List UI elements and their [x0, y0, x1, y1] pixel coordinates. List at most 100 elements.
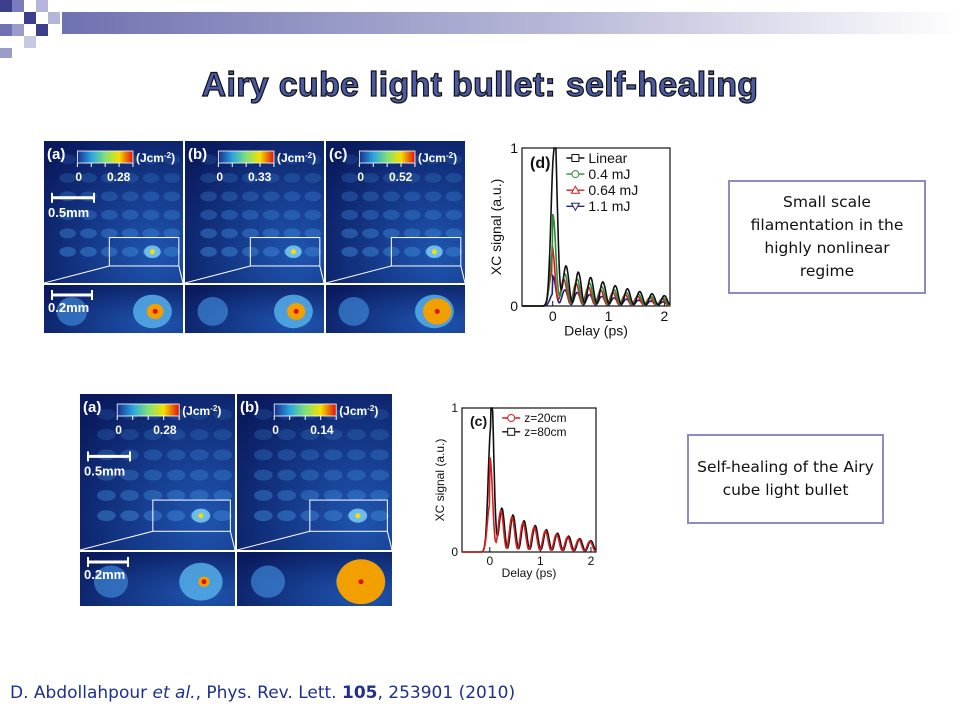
citation-etal: et al. — [152, 683, 196, 703]
legend-label: 0.64 mJ — [588, 182, 638, 198]
intensity-lobe — [59, 154, 76, 165]
scale-bar-main-label: 0.5mm — [48, 205, 89, 220]
intensity-image — [326, 141, 465, 283]
intensity-lobe — [341, 154, 358, 165]
intensity-lobe — [100, 228, 118, 239]
intensity-lobe — [323, 489, 343, 501]
intensity-lobe — [341, 246, 358, 257]
intensity-lobe — [163, 246, 181, 257]
colorbar-max: 0.14 — [310, 423, 334, 437]
panel-label: (c) — [329, 146, 347, 163]
intensity-image — [185, 141, 324, 283]
intensity-lobe — [142, 172, 160, 183]
zoom-peak — [358, 579, 364, 585]
zoom-lobe — [197, 297, 229, 326]
deco-square — [48, 12, 60, 24]
intensity-lobe — [300, 449, 320, 461]
x-axis-label: Delay (ps) — [502, 566, 557, 580]
colorbar-max: 0.28 — [153, 423, 177, 437]
intensity-lobe — [445, 154, 463, 165]
intensity-lobe — [200, 246, 217, 257]
intensity-lobe — [213, 408, 232, 420]
intensity-lobe — [323, 510, 343, 522]
panel-label: (a) — [47, 146, 65, 163]
zoom-box — [152, 499, 231, 532]
intensity-lobe — [200, 209, 217, 220]
intensity-lobe — [304, 172, 322, 183]
zoom-lobe — [56, 297, 88, 326]
intensity-lobe — [403, 191, 421, 202]
intensity-lobe — [304, 191, 322, 202]
intensity-lobe — [254, 449, 273, 461]
intensity-lobe — [277, 510, 296, 522]
intensity-lobe — [143, 449, 163, 461]
intensity-lobe — [254, 429, 273, 441]
colorbar-unit-close: ) — [171, 151, 175, 165]
chart-panel-label: (c) — [470, 413, 487, 429]
intensity-lobe — [424, 191, 442, 202]
intensity-lobe — [121, 191, 139, 202]
intensity-lobe — [166, 469, 186, 481]
intensity-lobe — [382, 172, 400, 183]
intensity-lobe — [80, 209, 97, 220]
zoom-line — [325, 265, 392, 284]
x-axis-label: Delay (ps) — [564, 322, 628, 338]
intensity-lobe — [59, 246, 76, 257]
intensity-lobe — [190, 429, 209, 441]
intensity-lobe — [277, 469, 296, 481]
intensity-lobe — [262, 246, 280, 257]
zoom-box — [108, 237, 180, 267]
intensity-lobe — [163, 172, 181, 183]
series-line — [462, 457, 597, 553]
zoom-line — [44, 265, 110, 284]
intensity-lobe — [304, 246, 322, 257]
intensity-lobe — [323, 429, 343, 441]
intensity-lobe — [304, 209, 322, 220]
legend-marker — [571, 170, 580, 179]
intensity-lobe — [445, 191, 463, 202]
legend-label: z=20cm — [524, 411, 566, 425]
intensity-lobe — [283, 228, 301, 239]
slide-title: Airy cube light bullet: self-healing — [201, 65, 759, 104]
zoom-line — [178, 265, 184, 284]
intensity-lobe — [277, 449, 296, 461]
colorbar — [358, 150, 416, 164]
x-tick-label: 1 — [605, 308, 613, 324]
zoom-box — [390, 237, 462, 267]
note-box-self-healing: Self-healing of the Airy cube light bull… — [687, 434, 884, 524]
intensity-lobe — [142, 154, 160, 165]
intensity-lobe — [370, 429, 389, 441]
intensity-lobe — [120, 469, 139, 481]
intensity-lobe — [277, 429, 296, 441]
intensity-lobe — [424, 209, 442, 220]
intensity-lobe — [163, 154, 181, 165]
deco-square — [24, 12, 36, 24]
intensity-lobe — [59, 172, 76, 183]
intensity-lobe — [200, 228, 217, 239]
intensity-lobe — [283, 172, 301, 183]
intensity-lobe — [221, 209, 238, 220]
intensity-lobe — [213, 449, 232, 461]
intensity-lobe — [120, 510, 139, 522]
zoom-peak — [434, 308, 440, 314]
intensity-lobe — [347, 489, 366, 501]
legend-marker — [507, 414, 516, 422]
legend-label: Linear — [588, 150, 627, 166]
intensity-lobe — [445, 172, 463, 183]
colorbar-unit-exponent: -2 — [446, 151, 454, 160]
series-line — [522, 147, 671, 307]
zoom-lobe — [338, 297, 370, 326]
note-text-self-healing: Self-healing of the Airy cube light bull… — [697, 458, 874, 499]
intensity-lobe — [254, 510, 273, 522]
scale-bar-zoom-label: 0.2mm — [48, 300, 89, 315]
zoom-box — [309, 499, 388, 532]
colorbar-unit-close: ) — [453, 151, 457, 165]
note-box-filamentation: Small scale filamentation in the highly … — [728, 180, 926, 294]
header-decoration — [0, 0, 960, 58]
intensity-lobe — [370, 489, 389, 501]
intensity-lobe — [362, 172, 379, 183]
intensity-lobe — [283, 154, 301, 165]
colorbar-unit-exponent: -2 — [164, 151, 172, 160]
